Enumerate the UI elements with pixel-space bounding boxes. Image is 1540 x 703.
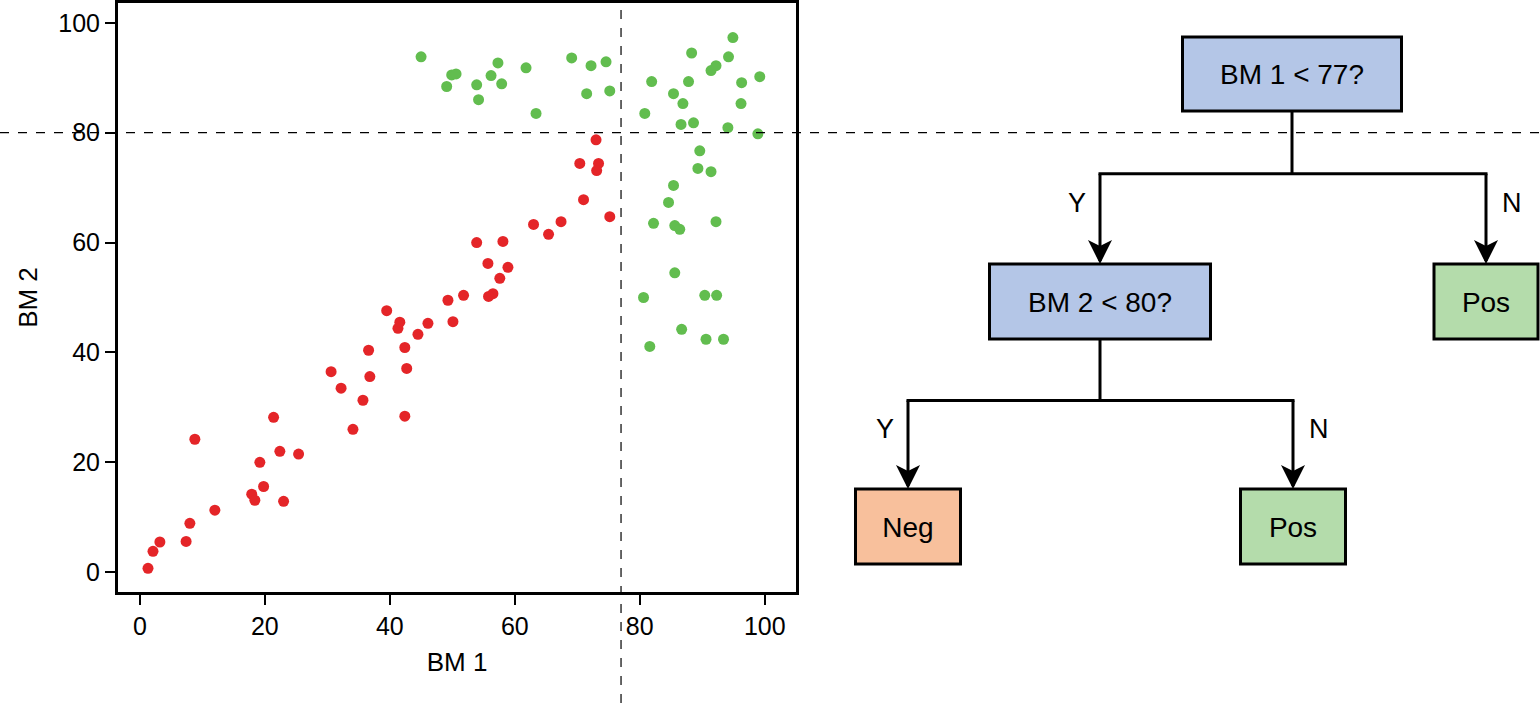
svg-text:40: 40 bbox=[376, 612, 404, 640]
svg-text:N: N bbox=[1502, 188, 1522, 218]
svg-text:60: 60 bbox=[72, 228, 100, 256]
svg-text:20: 20 bbox=[251, 612, 279, 640]
svg-text:N: N bbox=[1309, 414, 1329, 444]
svg-text:20: 20 bbox=[72, 448, 100, 476]
svg-text:Y: Y bbox=[1068, 188, 1086, 218]
svg-text:40: 40 bbox=[72, 338, 100, 366]
svg-text:BM 1 < 77?: BM 1 < 77? bbox=[1220, 59, 1364, 90]
svg-text:0: 0 bbox=[133, 612, 147, 640]
svg-text:BM 2: BM 2 bbox=[13, 267, 43, 328]
svg-text:0: 0 bbox=[86, 558, 100, 586]
svg-text:80: 80 bbox=[626, 612, 654, 640]
svg-text:Pos: Pos bbox=[1269, 512, 1317, 543]
svg-text:Neg: Neg bbox=[882, 512, 933, 543]
svg-text:Y: Y bbox=[876, 414, 894, 444]
svg-text:Pos: Pos bbox=[1462, 287, 1510, 318]
svg-text:80: 80 bbox=[72, 118, 100, 146]
svg-text:100: 100 bbox=[58, 9, 100, 37]
svg-text:BM 2 < 80?: BM 2 < 80? bbox=[1028, 287, 1172, 318]
svg-text:100: 100 bbox=[744, 612, 786, 640]
svg-text:60: 60 bbox=[501, 612, 529, 640]
svg-text:BM 1: BM 1 bbox=[427, 647, 488, 677]
